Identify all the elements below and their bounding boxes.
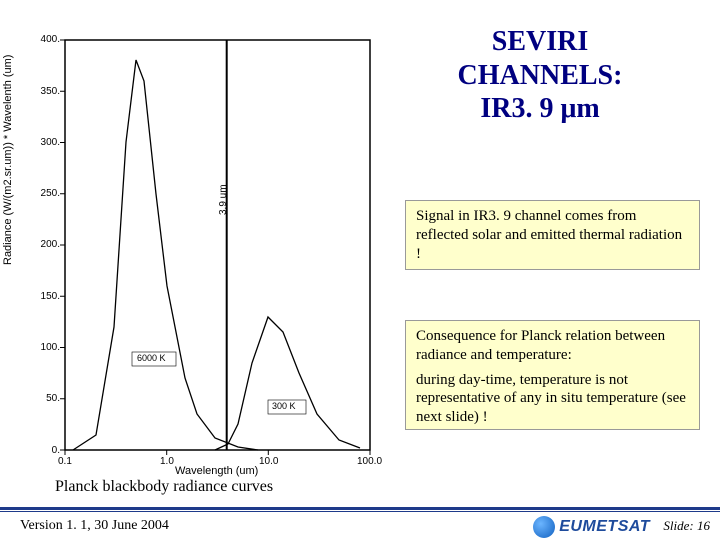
title-line1: SEVIRI: [492, 26, 588, 57]
xtick-3: 100.0: [357, 456, 382, 467]
eumetsat-logo: EUMETSAT: [533, 516, 650, 538]
ytick-3: 150.: [41, 291, 60, 302]
ytick-0: 0.: [52, 445, 60, 456]
xtick-0: 0.1: [58, 456, 72, 467]
info-box-consequence-p1: Consequence for Planck relation between …: [416, 327, 689, 365]
x-axis-label: Wavelength (um): [175, 465, 258, 477]
chart-caption: Planck blackbody radiance curves: [55, 478, 273, 496]
ytick-2: 100.: [41, 342, 60, 353]
chart-svg: [10, 20, 390, 480]
slide-root: Radiance (W/(m2.sr.um)) * Wavelenth (um)…: [0, 0, 720, 540]
slide-number: Slide: 16: [663, 518, 710, 534]
xtick-1: 1.0: [160, 456, 174, 467]
footer-divider: [0, 507, 720, 510]
info-box-signal: Signal in IR3. 9 channel comes from refl…: [405, 200, 700, 270]
xtick-2: 10.0: [259, 456, 278, 467]
y-axis-label: Radiance (W/(m2.sr.um)) * Wavelenth (um): [2, 55, 14, 265]
chart-area: Radiance (W/(m2.sr.um)) * Wavelenth (um)…: [10, 20, 390, 470]
ytick-4: 200.: [41, 239, 60, 250]
globe-icon: [533, 516, 555, 538]
info-box-signal-text: Signal in IR3. 9 channel comes from refl…: [416, 208, 682, 262]
ytick-1: 50.: [46, 393, 60, 404]
ytick-5: 250.: [41, 188, 60, 199]
curve-label-6000k: 6000 K: [137, 353, 166, 363]
channel-marker-label: 3.9 um: [218, 184, 229, 215]
version-text: Version 1. 1, 30 June 2004: [20, 518, 169, 534]
ytick-8: 400.: [41, 34, 60, 45]
ytick-6: 300.: [41, 137, 60, 148]
info-box-consequence-p2: during day-time, temperature is not repr…: [416, 371, 689, 427]
slide-title: SEVIRI CHANNELS: IR3. 9 μm: [390, 25, 690, 126]
title-line2: CHANNELS:: [458, 60, 623, 91]
info-box-consequence: Consequence for Planck relation between …: [405, 320, 700, 430]
ytick-7: 350.: [41, 86, 60, 97]
logo-text: EUMETSAT: [559, 518, 650, 536]
curve-label-300k: 300 K: [272, 401, 296, 411]
title-line3: IR3. 9 μm: [480, 93, 599, 124]
